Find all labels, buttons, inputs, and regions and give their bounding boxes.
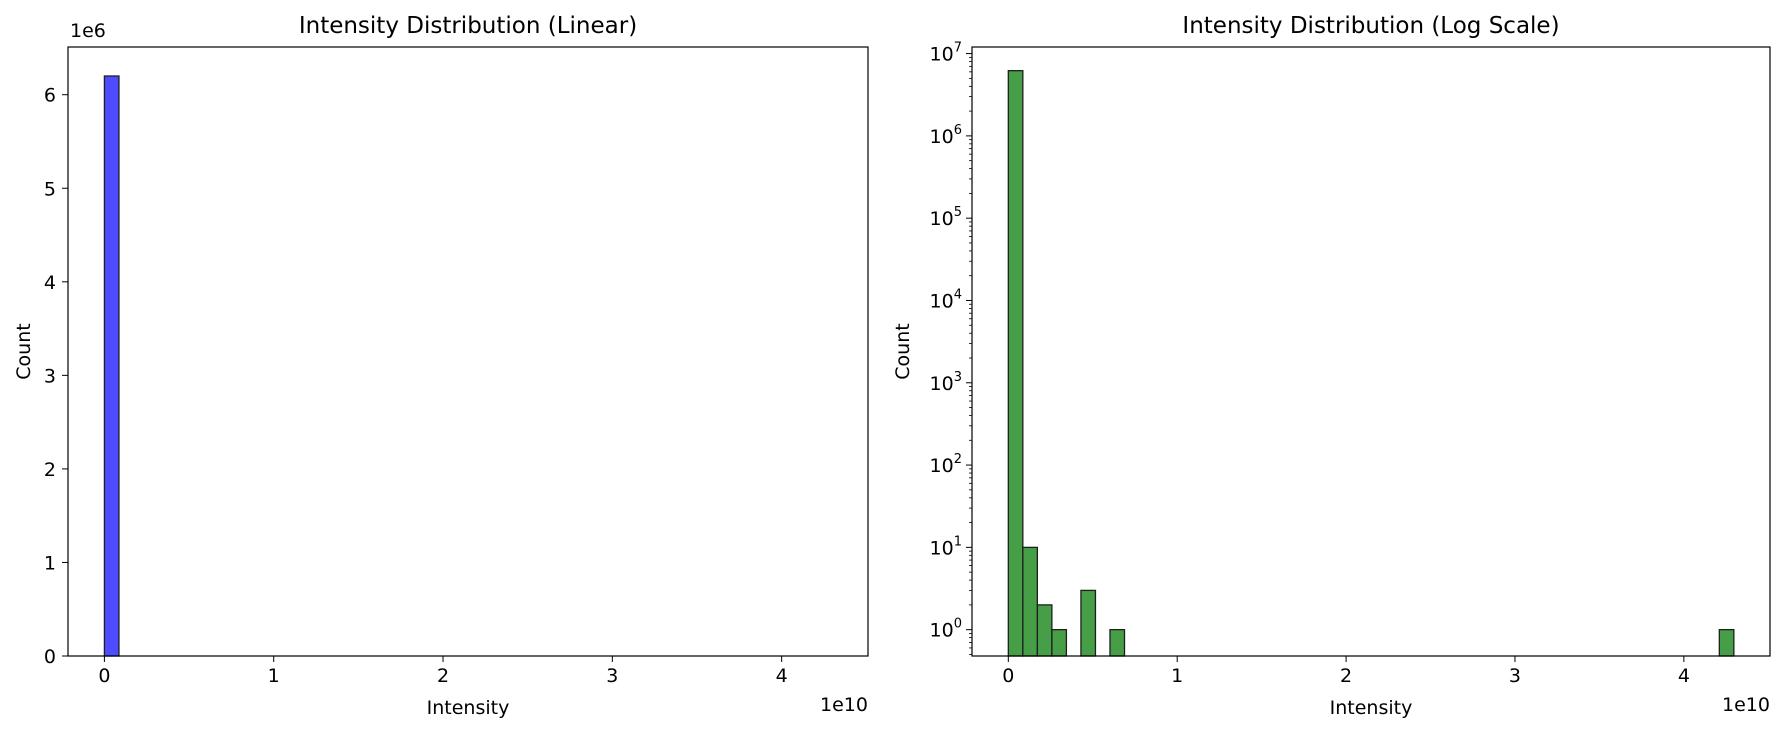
y-tick-label: 104	[930, 287, 962, 312]
chart-title: Intensity Distribution (Linear)	[299, 13, 637, 39]
plot-frame	[971, 46, 1771, 657]
y-tick-label: 2	[44, 459, 56, 481]
histogram-bar	[1080, 589, 1097, 657]
y-tick-label: 105	[930, 205, 962, 230]
y-tick-label: 5	[44, 178, 56, 200]
y-tick-label: 1	[44, 552, 56, 574]
plot-frame	[67, 46, 869, 657]
y-tick-exponent: 6	[954, 123, 962, 138]
x-tick-label: 4	[1678, 665, 1690, 687]
y-tick-base: 10	[930, 44, 954, 66]
y-tick-base: 10	[930, 620, 954, 642]
y-tick-exponent: 5	[954, 205, 962, 220]
log-histogram-panel: 0 1 2 3 41001011021031041051061071e10Intensi…	[892, 13, 1771, 719]
y-tick-base: 10	[930, 290, 954, 312]
x-tick-label: 3	[1509, 665, 1521, 687]
x-tick-label: 1	[1171, 665, 1183, 687]
x-tick-label: 3	[606, 665, 618, 687]
y-offset-text: 1e6	[70, 20, 106, 42]
y-tick-base: 10	[930, 455, 954, 477]
y-tick-exponent: 7	[954, 41, 962, 56]
x-axis-label: Intensity	[427, 697, 510, 719]
y-tick-exponent: 2	[954, 452, 962, 467]
histogram-bar	[1718, 629, 1735, 657]
y-tick-exponent: 0	[954, 617, 962, 632]
y-tick-label: 6	[44, 85, 56, 107]
y-tick-label: 103	[930, 370, 962, 395]
x-tick-label: 4	[776, 665, 788, 687]
y-tick-base: 10	[930, 373, 954, 395]
histogram-bar	[1022, 546, 1039, 657]
x-offset-text: 1e10	[1722, 694, 1770, 716]
x-tick-label: 0	[98, 665, 110, 687]
x-tick-label: 0	[1002, 665, 1014, 687]
y-tick-label: 3	[44, 365, 56, 387]
histogram-bar	[1036, 604, 1053, 657]
y-tick-label: 106	[930, 123, 962, 148]
y-tick-label: 102	[930, 452, 962, 477]
x-offset-text: 1e10	[820, 694, 868, 716]
y-tick-label: 101	[930, 534, 962, 559]
y-axis-label: Count	[13, 323, 35, 379]
y-tick-base: 10	[930, 537, 954, 559]
histogram-bar	[1051, 629, 1068, 657]
y-tick-label: 100	[930, 617, 962, 642]
histogram-bar	[1109, 629, 1126, 657]
y-tick-exponent: 1	[954, 534, 962, 549]
linear-histogram-panel: 0 1 2 3 4 0 1 2 3 4 5 6 1e6 1e10 Intensity Distributio…	[13, 13, 869, 719]
x-tick-label: 2	[1340, 665, 1352, 687]
y-tick-base: 10	[930, 208, 954, 230]
histogram-bar	[103, 75, 120, 657]
y-tick-base: 10	[930, 126, 954, 148]
histogram-bar	[1007, 70, 1024, 657]
y-tick-exponent: 3	[954, 370, 962, 385]
x-tick-label: 1	[268, 665, 280, 687]
y-tick-exponent: 4	[954, 287, 962, 302]
x-axis-label: Intensity	[1330, 697, 1413, 719]
y-tick-label: 0	[44, 646, 56, 668]
y-tick-label: 4	[44, 272, 56, 294]
x-tick-label: 2	[437, 665, 449, 687]
chart-title: Intensity Distribution (Log Scale)	[1182, 13, 1559, 39]
y-axis-label: Count	[892, 323, 914, 379]
y-tick-label: 107	[930, 41, 962, 66]
